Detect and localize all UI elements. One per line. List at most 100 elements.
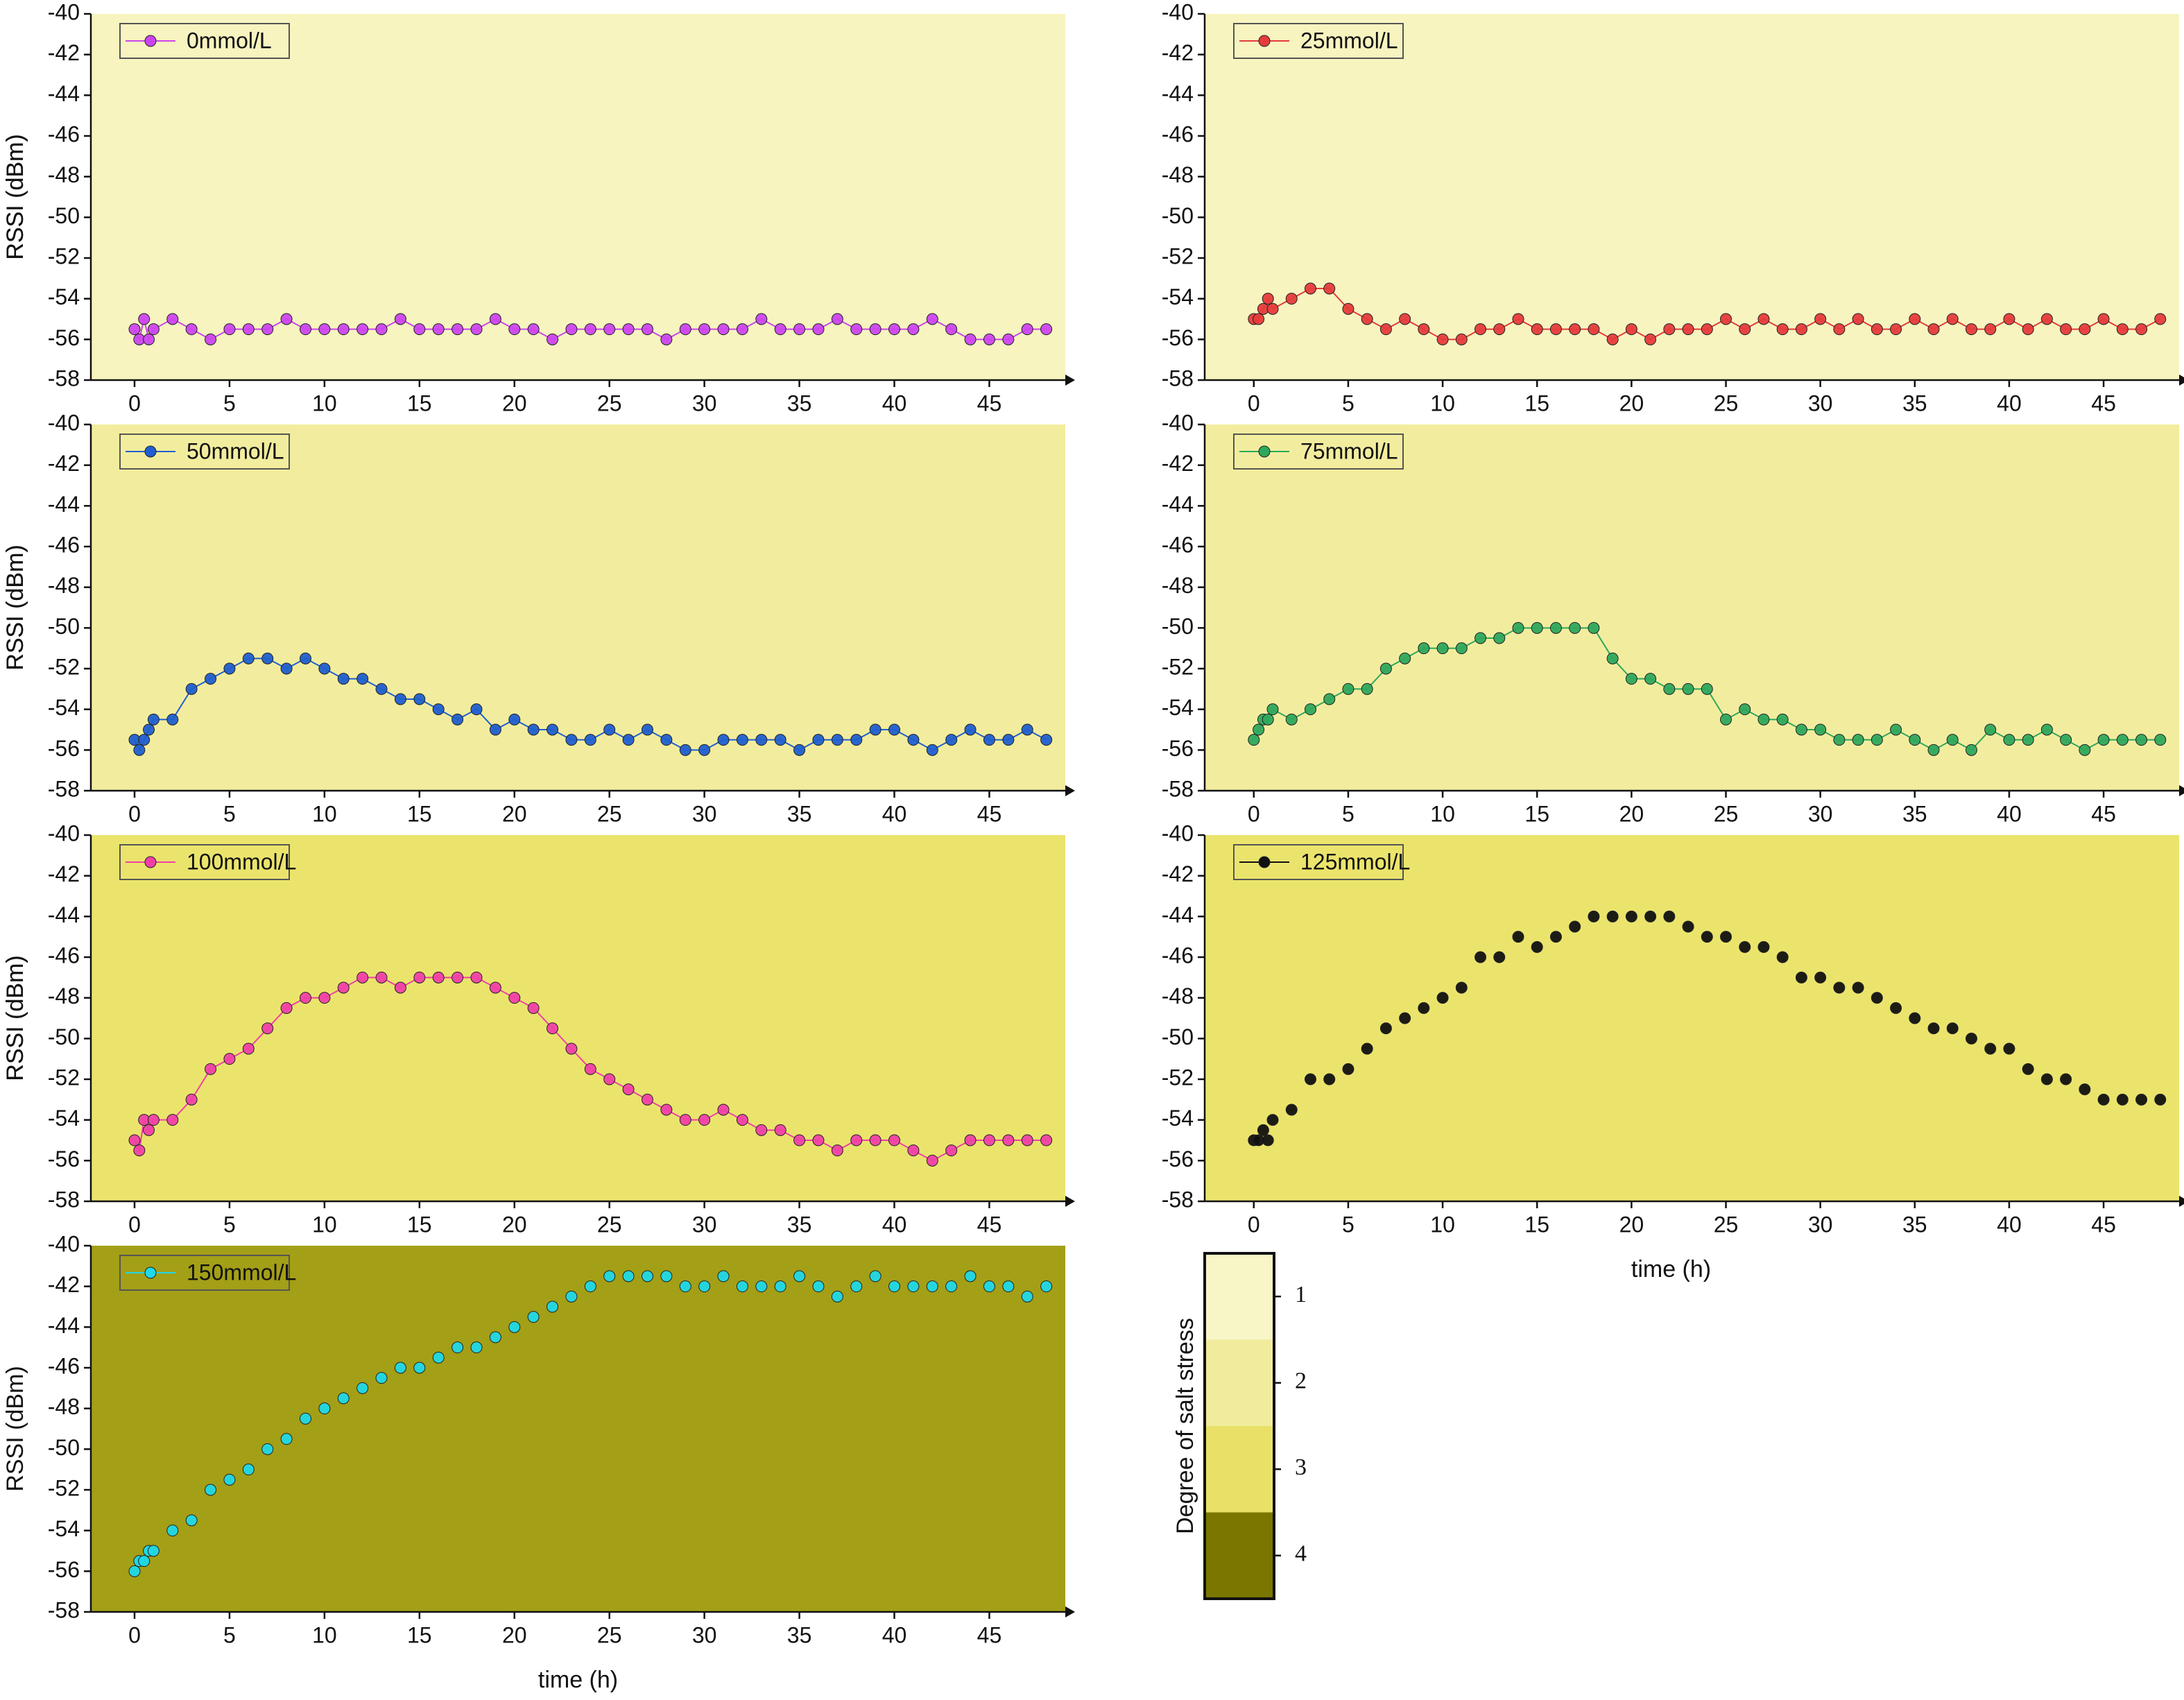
data-point bbox=[660, 1270, 673, 1282]
y-tick-label: -58 bbox=[1162, 1187, 1194, 1212]
x-tick-label: 35 bbox=[1902, 1212, 1927, 1237]
y-tick-label: -42 bbox=[48, 1272, 80, 1297]
x-tick-label: 30 bbox=[692, 1212, 717, 1237]
legend-label: 100mmol/L bbox=[187, 849, 296, 874]
data-point bbox=[337, 673, 350, 685]
data-point bbox=[641, 323, 653, 336]
data-point bbox=[527, 323, 540, 336]
x-tick-label: 40 bbox=[882, 390, 907, 415]
data-point bbox=[185, 1514, 198, 1527]
data-point bbox=[812, 734, 825, 746]
data-point bbox=[242, 1042, 255, 1055]
y-tick-label: -54 bbox=[48, 1516, 80, 1541]
x-tick-label: 30 bbox=[692, 390, 717, 415]
data-point bbox=[2116, 734, 2129, 746]
y-tick-label: -56 bbox=[1162, 1147, 1194, 1171]
data-point bbox=[527, 1311, 540, 1323]
data-point bbox=[565, 1042, 578, 1055]
data-point bbox=[223, 1473, 236, 1486]
y-tick-label: -52 bbox=[1162, 243, 1194, 268]
y-tick-label: -58 bbox=[1162, 776, 1194, 801]
y-tick-label: -50 bbox=[48, 1435, 80, 1460]
data-point bbox=[1531, 621, 1543, 634]
legend-marker bbox=[144, 856, 157, 868]
data-point bbox=[622, 323, 635, 336]
data-point bbox=[565, 323, 578, 336]
y-tick-label: -42 bbox=[48, 451, 80, 476]
data-point bbox=[2097, 313, 2110, 325]
x-tick-label: 45 bbox=[977, 801, 1002, 826]
data-point bbox=[1531, 941, 1543, 953]
data-point bbox=[261, 1022, 274, 1035]
data-point bbox=[869, 323, 882, 336]
data-point bbox=[527, 1002, 540, 1014]
data-point bbox=[793, 1270, 806, 1282]
legend-label: 50mmol/L bbox=[187, 438, 284, 463]
data-point bbox=[1418, 1002, 1430, 1014]
data-point bbox=[1549, 931, 1562, 943]
data-point bbox=[641, 1093, 653, 1106]
data-point bbox=[1512, 621, 1524, 634]
data-point bbox=[337, 981, 350, 994]
x-tick-label: 15 bbox=[1524, 801, 1549, 826]
x-tick-label: 0 bbox=[128, 1622, 141, 1647]
data-point bbox=[166, 1114, 179, 1126]
y-tick-label: -52 bbox=[48, 243, 80, 268]
data-point bbox=[527, 723, 540, 736]
data-point bbox=[223, 662, 236, 675]
data-point bbox=[1701, 682, 1713, 695]
x-tick-label: 30 bbox=[692, 1622, 717, 1647]
data-point bbox=[565, 1290, 578, 1303]
data-point bbox=[622, 734, 635, 746]
data-point bbox=[869, 1270, 882, 1282]
chart-panel: -58 -56 -54 -52 -50 -48 -46 -44 -42 -40 0 5 10 15 20 25… bbox=[2, 821, 2184, 1282]
legend-marker bbox=[144, 445, 157, 458]
data-point bbox=[1606, 652, 1619, 664]
data-point bbox=[717, 1104, 730, 1116]
data-point bbox=[1455, 333, 1468, 345]
data-point bbox=[603, 1073, 616, 1085]
y-tick-label: -56 bbox=[1162, 325, 1194, 350]
x-tick-label: 40 bbox=[1997, 801, 2022, 826]
data-point bbox=[1379, 662, 1392, 675]
y-tick-label: -58 bbox=[1162, 366, 1194, 390]
data-point bbox=[508, 323, 521, 336]
y-tick-label: -42 bbox=[48, 40, 80, 65]
x-tick-label: 35 bbox=[787, 1212, 812, 1237]
data-point bbox=[584, 1063, 596, 1075]
x-tick-label: 30 bbox=[692, 801, 717, 826]
legend-label: 25mmol/L bbox=[1300, 28, 1398, 53]
data-point bbox=[1304, 703, 1316, 716]
data-point bbox=[2135, 734, 2148, 746]
data-point bbox=[375, 1372, 388, 1384]
x-tick-label: 20 bbox=[1619, 390, 1644, 415]
x-tick-label: 15 bbox=[1524, 1212, 1549, 1237]
data-point bbox=[1701, 323, 1713, 336]
data-point bbox=[147, 323, 160, 336]
data-point bbox=[755, 734, 768, 746]
data-point bbox=[774, 1280, 786, 1293]
data-point bbox=[812, 1134, 825, 1147]
data-point bbox=[869, 723, 882, 736]
data-point bbox=[2116, 323, 2129, 336]
data-point bbox=[2116, 1093, 2129, 1106]
data-point bbox=[242, 652, 255, 664]
series-line bbox=[134, 977, 1047, 1162]
data-point bbox=[1776, 323, 1789, 336]
y-tick-label: -58 bbox=[48, 776, 80, 801]
x-tick-label: 30 bbox=[1808, 1212, 1833, 1237]
data-point bbox=[223, 323, 236, 336]
data-point bbox=[413, 1362, 426, 1374]
y-tick-label: -50 bbox=[48, 614, 80, 639]
data-point bbox=[1285, 293, 1298, 305]
data-point bbox=[166, 713, 179, 725]
data-point bbox=[2135, 1093, 2148, 1106]
y-tick-label: -44 bbox=[1162, 81, 1194, 106]
x-tick-label: 45 bbox=[977, 1212, 1002, 1237]
data-point bbox=[1606, 910, 1619, 922]
y-tick-label: -52 bbox=[48, 654, 80, 679]
data-point bbox=[1253, 723, 1265, 736]
data-point bbox=[394, 981, 406, 994]
data-point bbox=[1588, 910, 1600, 922]
